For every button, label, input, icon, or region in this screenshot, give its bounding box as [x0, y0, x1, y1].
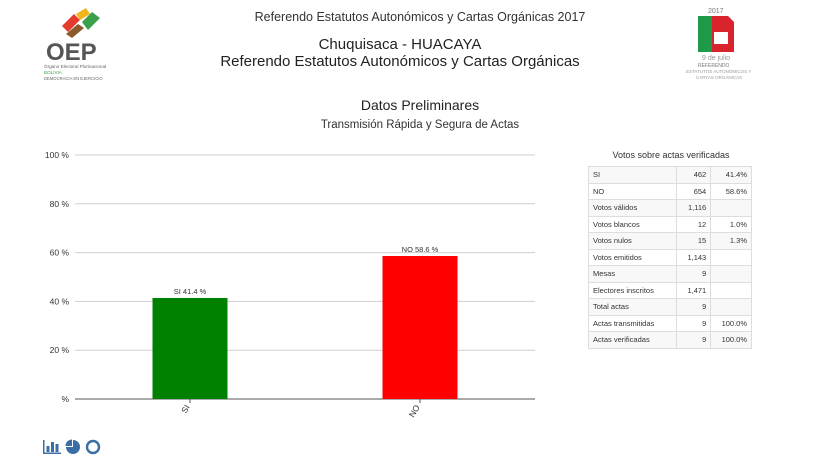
top-title: Referendo Estatutos Autonómicos y Cartas…: [254, 10, 586, 24]
cell-label: SI: [588, 166, 677, 184]
cell-label: Electores inscritos: [588, 281, 677, 299]
ref-caption-1: REFERENDO: [698, 63, 730, 69]
cell-label: Total actas: [588, 298, 677, 316]
y-tick-label: 40 %: [50, 296, 70, 306]
cell-percent: 1.0%: [710, 215, 752, 233]
stats-table-title: Votos sobre actas verificadas: [612, 150, 730, 160]
bar-si: [152, 297, 228, 399]
cell-percent: [710, 199, 752, 217]
cell-percent: [710, 298, 752, 316]
table-row: Actas verificadas 9 100.0%: [588, 331, 752, 349]
table-row: Mesas 9: [588, 265, 752, 283]
cell-value: 9: [675, 314, 712, 332]
table-row: Actas transmitidas 9 100.0%: [588, 314, 752, 332]
chart-svg: 100 % 80 % 60 % 40 % 20 %% SI 41.4 % SI NO 58.6…: [45, 150, 535, 419]
cell-label: NO: [588, 182, 677, 200]
table-row: Electores inscritos 1,471: [588, 281, 752, 299]
bar-chart: 100 % 80 % 60 % 40 % 20 %% SI 41.4 % SI NO 58.6…: [0, 140, 560, 430]
table-row: Votos emitidos 1,143: [588, 248, 752, 266]
cell-value: 1,143: [675, 248, 712, 266]
pie-chart-icon[interactable]: [65, 439, 81, 455]
region-line-1: Chuquisaca - HUACAYA: [318, 36, 482, 53]
cell-label: Actas verificadas: [588, 331, 677, 349]
x-category-label: SI: [179, 403, 192, 415]
donut-chart-icon[interactable]: [85, 439, 101, 455]
cell-label: Votos emitidos: [588, 248, 677, 266]
table-row: Votos válidos 1,116: [588, 199, 752, 217]
referendo-emblem-icon: 2017 9 de julio REFERENDO ESTATUTOS AUTO…: [686, 8, 751, 80]
subtitle: Datos Preliminares: [360, 97, 480, 113]
cell-percent: 100.0%: [710, 314, 752, 332]
table-row: Votos nulos 15 1.3%: [588, 232, 752, 250]
cell-value: 462: [675, 166, 712, 184]
cell-label: Votos nulos: [588, 232, 677, 250]
cell-percent: 58.6%: [710, 182, 752, 200]
cell-percent: [710, 248, 752, 266]
ref-caption-2: ESTATUTOS AUTONÓMICOS Y: [686, 68, 751, 74]
chart-type-toolbar: [42, 437, 104, 457]
region-heading: Chuquisaca - HUACAYA Referendo Estatutos…: [200, 36, 600, 70]
table-row: Total actas 9: [588, 298, 752, 316]
ref-date: 9 de julio: [702, 55, 730, 62]
cell-value: 654: [675, 182, 712, 200]
cell-value: 15: [675, 232, 712, 250]
cell-value: 9: [675, 298, 712, 316]
stats-table: SI 462 41.4% NO 654 58.6% Votos válidos 1,116 Vo…: [588, 166, 752, 349]
table-row: SI 462 41.4%: [588, 166, 752, 184]
region-line-2: Referendo Estatutos Autonómicos y Cartas…: [220, 53, 580, 70]
sub-subtitle: Transmisión Rápida y Segura de Actas: [320, 119, 520, 131]
bar-data-label: NO 58.6 %: [402, 245, 439, 254]
oep-logo: OEP Órgano Electoral Plurinacional BOLIV…: [40, 4, 120, 86]
cell-value: 9: [675, 331, 712, 349]
y-tick-label: 80 %: [50, 199, 70, 209]
cell-label: Votos blancos: [588, 215, 677, 233]
oep-logo-text: OEP: [46, 39, 97, 66]
x-category-label: NO: [407, 403, 422, 419]
cell-percent: 100.0%: [710, 331, 752, 349]
cell-label: Mesas: [588, 265, 677, 283]
y-tick-label: 20 %: [50, 345, 70, 355]
table-row: NO 654 58.6%: [588, 182, 752, 200]
bar-data-label: SI 41.4 %: [174, 287, 207, 296]
oep-caption-2: BOLIVIA: [44, 70, 63, 75]
cell-value: 1,471: [675, 281, 712, 299]
oep-caption-3: DEMOCRACIA EN EJERCICIO: [44, 76, 103, 81]
cell-percent: [710, 281, 752, 299]
y-tick-label: %: [61, 394, 69, 404]
cell-value: 1,116: [675, 199, 712, 217]
oep-emblem-icon: OEP Órgano Electoral Plurinacional BOLIV…: [44, 8, 106, 81]
cell-label: Votos válidos: [588, 199, 677, 217]
y-tick-label: 100 %: [45, 150, 70, 160]
cell-percent: 41.4%: [710, 166, 752, 184]
table-row: Votos blancos 12 1.0%: [588, 215, 752, 233]
bar-no: [382, 256, 458, 399]
cell-percent: 1.3%: [710, 232, 752, 250]
referendo-logo: 2017 9 de julio REFERENDO ESTATUTOS AUTO…: [678, 6, 768, 86]
ref-year: 2017: [708, 8, 724, 15]
oep-caption-1: Órgano Electoral Plurinacional: [44, 63, 106, 69]
ref-caption-3: CARTAS ORGÁNICAS: [696, 74, 742, 80]
cell-percent: [710, 265, 752, 283]
cell-value: 9: [675, 265, 712, 283]
stats-panel: Votos sobre actas verificadas SI 462 41.4%…: [588, 150, 754, 349]
cell-label: Actas transmitidas: [588, 314, 677, 332]
bar-chart-icon[interactable]: [43, 440, 61, 454]
y-tick-label: 60 %: [50, 248, 70, 258]
cell-value: 12: [675, 215, 712, 233]
